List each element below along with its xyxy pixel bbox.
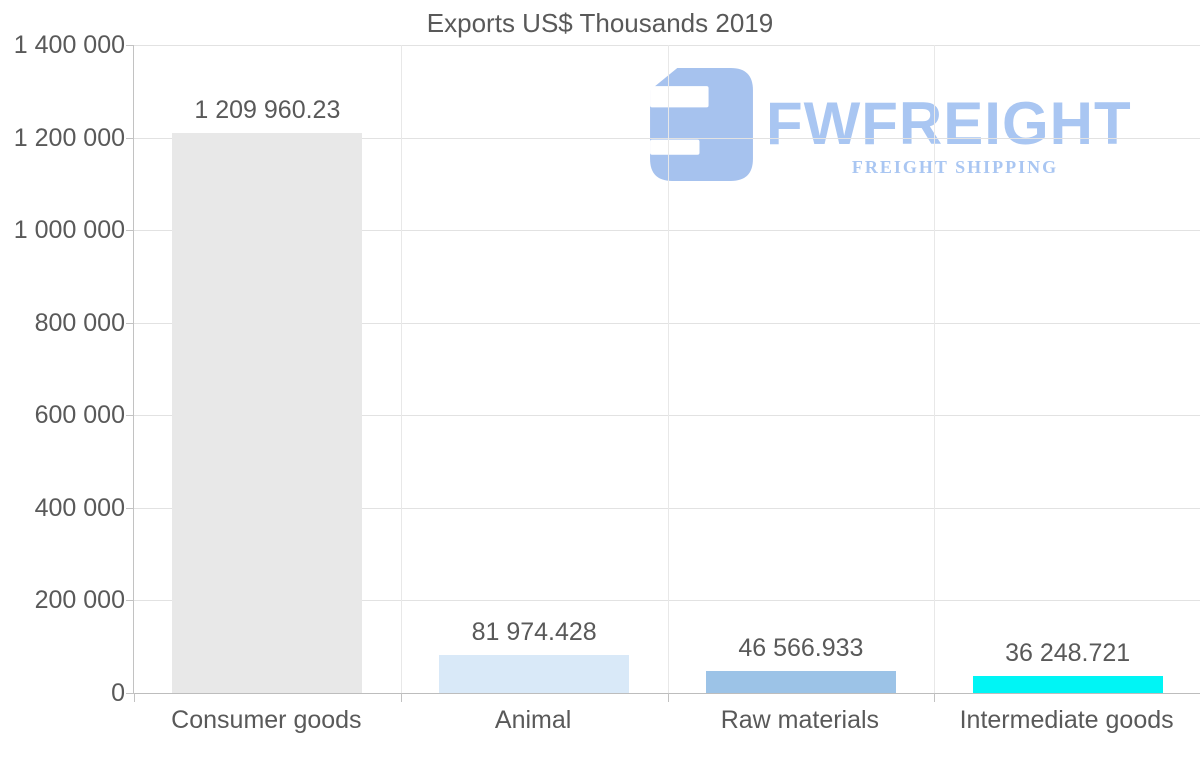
bar-animal bbox=[439, 655, 630, 693]
x-category-label: Consumer goods bbox=[171, 706, 362, 734]
y-gridline bbox=[134, 415, 1200, 417]
y-axis-tick bbox=[126, 230, 134, 232]
x-gridline bbox=[667, 45, 669, 693]
y-tick-label: 0 bbox=[111, 679, 125, 707]
brand-tagline: FREIGHT SHIPPING bbox=[851, 157, 1059, 177]
x-category-label: Intermediate goods bbox=[959, 706, 1174, 734]
y-gridline bbox=[134, 137, 1200, 139]
y-tick-label: 800 000 bbox=[34, 308, 125, 337]
brand-text: FWFREIGHT bbox=[766, 90, 1132, 157]
y-tick-label: 1 200 000 bbox=[13, 123, 125, 152]
y-tick-label: 400 000 bbox=[34, 493, 125, 522]
y-tick-label: 600 000 bbox=[34, 401, 125, 430]
y-axis-labels: 0 200 000 400 000 600 000 800 000 1 000 000 1 … bbox=[0, 31, 125, 707]
bar-value-label: 1 209 960.23 bbox=[194, 96, 341, 124]
bar-value-label: 36 248.721 bbox=[1005, 639, 1131, 667]
y-gridline bbox=[134, 230, 1200, 232]
y-gridline bbox=[134, 507, 1200, 509]
y-tick-label: 1 000 000 bbox=[13, 216, 125, 245]
y-axis-tick bbox=[126, 415, 134, 417]
y-tick-label: 200 000 bbox=[34, 586, 125, 615]
x-axis-tick bbox=[667, 693, 669, 702]
y-axis-tick bbox=[126, 137, 134, 139]
y-axis-tick bbox=[126, 693, 134, 694]
y-axis-tick bbox=[126, 507, 134, 509]
plot-area: 1 209 960.23 81 974.428 46 566.933 36 248.7… bbox=[126, 45, 1200, 702]
x-gridline bbox=[934, 45, 936, 693]
bar-value-label: 46 566.933 bbox=[738, 634, 864, 662]
y-gridline bbox=[134, 322, 1200, 324]
x-axis-tick bbox=[134, 693, 135, 702]
x-category-label: Raw materials bbox=[720, 706, 880, 734]
y-gridline bbox=[134, 600, 1200, 602]
x-gridline bbox=[400, 45, 402, 693]
chart-title: Exports US$ Thousands 2019 bbox=[426, 8, 774, 38]
bar-intermediate-goods bbox=[972, 676, 1163, 693]
x-axis-tick bbox=[934, 693, 936, 702]
x-axis-tick bbox=[400, 693, 402, 702]
y-gridline bbox=[134, 45, 1200, 46]
fwfreight-logo-icon bbox=[650, 68, 753, 181]
y-axis-tick bbox=[126, 600, 134, 602]
bar-consumer-goods bbox=[172, 133, 363, 693]
bar-value-label: 81 974.428 bbox=[471, 618, 597, 646]
bar-raw-materials bbox=[705, 671, 896, 693]
x-category-label: Animal bbox=[494, 706, 572, 734]
y-tick-label: 1 400 000 bbox=[13, 31, 125, 59]
fwfreight-logo: FWFREIGHT FREIGHT SHIPPING bbox=[650, 68, 1160, 190]
y-axis-tick bbox=[126, 322, 134, 324]
y-axis-tick bbox=[126, 45, 134, 46]
